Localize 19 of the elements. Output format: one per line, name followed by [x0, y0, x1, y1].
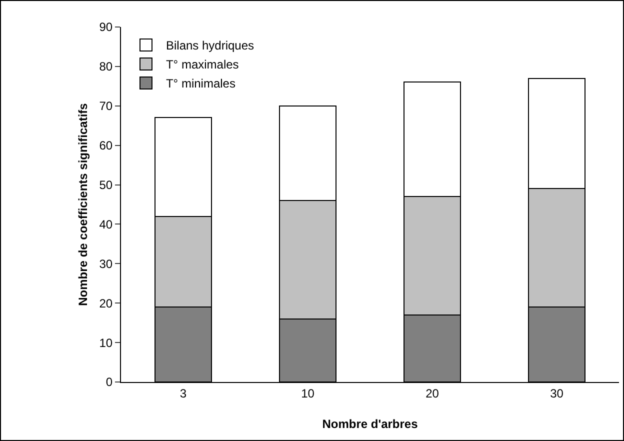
y-tick-label: 20: [99, 296, 113, 310]
legend-label: T° maximales: [166, 58, 239, 72]
x-tick-label: 10: [301, 386, 315, 400]
y-tick-label: 70: [99, 99, 113, 114]
y-tick-label: 10: [99, 336, 113, 350]
y-tick-label: 40: [99, 217, 113, 232]
x-tick-label: 3: [180, 386, 187, 400]
legend-label: T° minimales: [166, 76, 236, 91]
x-axis-title: Nombre d'arbres: [322, 417, 418, 431]
y-tick-label: 30: [99, 256, 113, 271]
y-tick-label: 60: [99, 138, 113, 153]
y-tick-label: 50: [99, 178, 113, 192]
y-tick-label: 0: [106, 375, 113, 390]
x-tick-label: 30: [550, 386, 564, 400]
legend-label: Bilans hydriques: [166, 38, 254, 53]
x-tick-label: 20: [426, 386, 440, 400]
y-tick-label: 80: [99, 60, 113, 74]
y-tick-label: 90: [99, 20, 113, 34]
y-axis-title: Nombre de coefficients significatifs: [76, 102, 90, 306]
